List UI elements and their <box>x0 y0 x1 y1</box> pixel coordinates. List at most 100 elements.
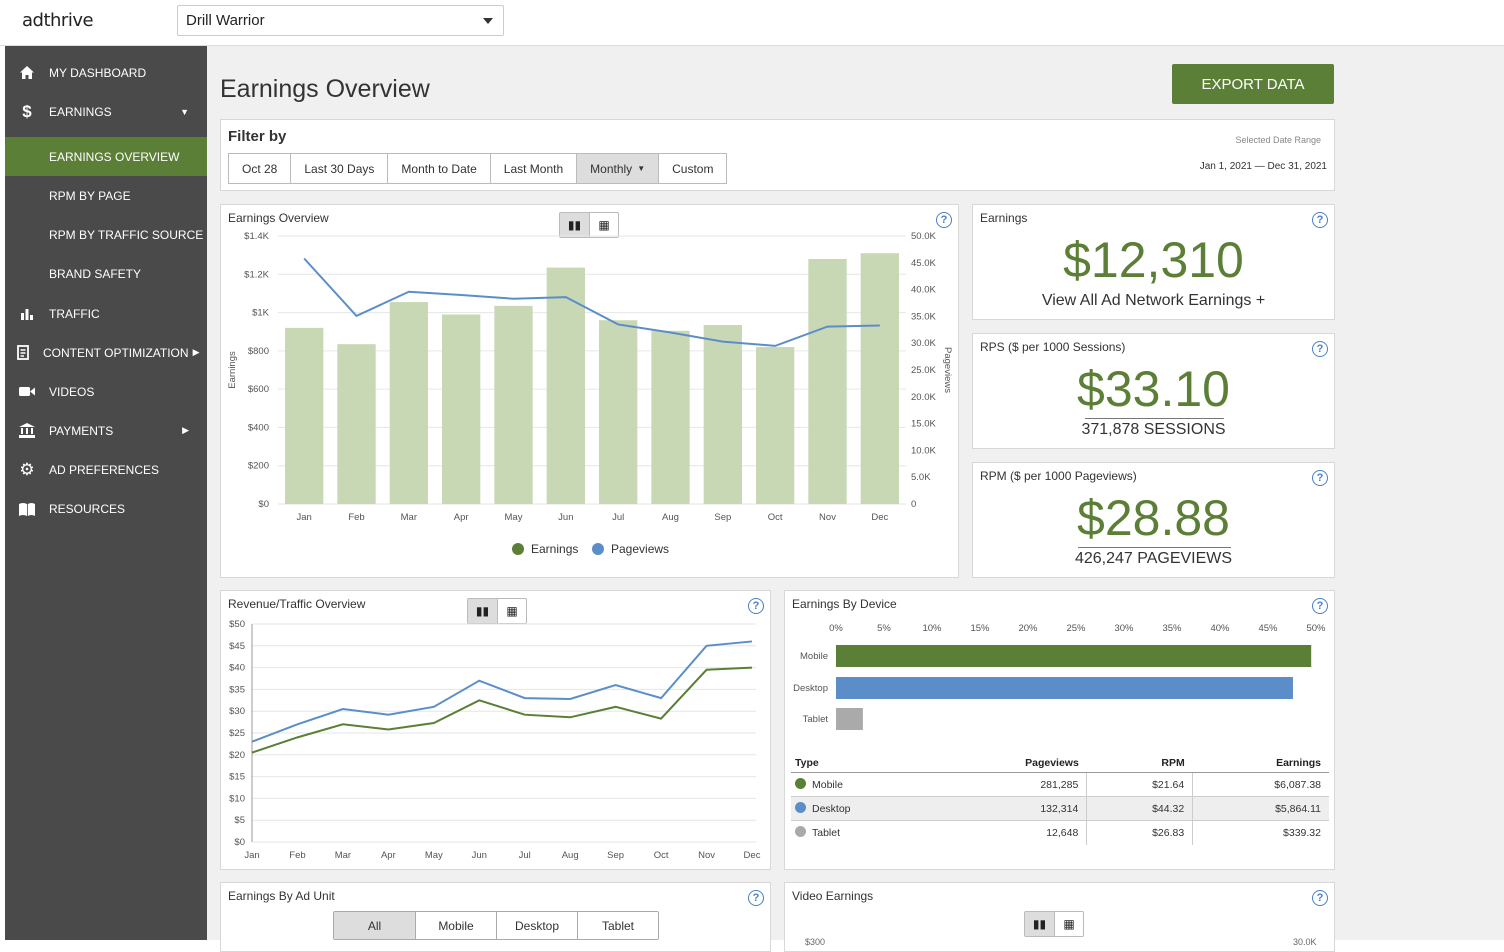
caret-right-icon: ▶ <box>182 425 189 435</box>
sidebar-item-traffic[interactable]: TRAFFIC <box>5 294 207 333</box>
sidebar-item-label: RESOURCES <box>49 501 126 516</box>
tab-all[interactable]: All <box>334 912 415 939</box>
x-tick-label: Aug <box>662 512 679 523</box>
revenue-traffic-chart: $0 $5 $10 $15 $20 $25 $30 $35 $40 $45 $50 Jan Feb Mar… <box>229 619 761 861</box>
sidebar-item-brand-safety[interactable]: BRAND SAFETY <box>5 254 207 293</box>
device-rpm: $44.32 <box>1086 796 1193 821</box>
card-title: Earnings By Ad Unit <box>228 889 335 903</box>
help-icon[interactable]: ? <box>1312 890 1328 906</box>
legend-earnings-label: Earnings <box>531 542 578 556</box>
table-view-icon[interactable]: ▦ <box>589 213 618 237</box>
sidebar-item-content-optimization[interactable]: CONTENT OPTIMIZATION ▶ <box>5 333 207 372</box>
book-icon <box>5 502 49 516</box>
sidebar-item-label: RPM BY PAGE <box>49 188 131 203</box>
y-tick-label: $1.2K <box>244 269 269 280</box>
sidebar-item-rpm-by-traffic-source[interactable]: RPM BY TRAFFIC SOURCE <box>5 215 207 254</box>
help-icon[interactable]: ? <box>748 598 764 614</box>
x-tick-label: 20% <box>1018 623 1038 634</box>
filter-title: Filter by <box>228 128 287 145</box>
sidebar-item-earnings[interactable]: $ EARNINGS ▼ <box>5 92 207 131</box>
filter-monthly-dropdown[interactable]: Monthly ▼ <box>576 153 660 184</box>
bank-icon <box>5 423 49 438</box>
sidebar-item-payments[interactable]: PAYMENTS ▶ <box>5 411 207 450</box>
y2-axis-label: Pageviews <box>942 347 953 393</box>
sidebar-item-label: MY DASHBOARD <box>49 65 147 80</box>
earnings-bar <box>703 325 742 504</box>
help-icon[interactable]: ? <box>1312 470 1328 486</box>
device-type: Desktop <box>812 803 851 815</box>
filter-last-30-days-button[interactable]: Last 30 Days <box>290 153 389 184</box>
video-earnings-card: Video Earnings ? ▮▮ ▦ $300 30.0K <box>784 882 1335 952</box>
rpm-card-title: RPM ($ per 1000 Pageviews) <box>980 469 1137 483</box>
legend-pageviews-label: Pageviews <box>611 542 669 556</box>
y-tick-label: $800 <box>248 346 269 357</box>
device-pageviews: 281,285 <box>936 772 1087 797</box>
tab-desktop[interactable]: Desktop <box>496 912 577 939</box>
earnings-bar <box>389 302 428 504</box>
sidebar-item-resources[interactable]: RESOURCES <box>5 489 207 528</box>
tab-mobile[interactable]: Mobile <box>415 912 496 939</box>
chart-view-toggle: ▮▮ ▦ <box>1024 911 1084 937</box>
filter-oct28-button[interactable]: Oct 28 <box>228 153 292 184</box>
bar-chart-icon <box>5 308 49 320</box>
table-view-icon[interactable]: ▦ <box>497 599 526 623</box>
ad-unit-tabs: All Mobile Desktop Tablet <box>333 911 659 940</box>
y-tick-label: $400 <box>248 422 269 433</box>
help-icon[interactable]: ? <box>1312 598 1328 614</box>
sidebar-item-my-dashboard[interactable]: MY DASHBOARD <box>5 53 207 92</box>
filter-monthly-label: Monthly <box>590 161 633 176</box>
earnings-by-ad-unit-card: Earnings By Ad Unit ? All Mobile Desktop… <box>220 882 771 952</box>
bar-chart-view-icon[interactable]: ▮▮ <box>560 213 589 237</box>
sidebar-item-rpm-by-page[interactable]: RPM BY PAGE <box>5 176 207 215</box>
table-view-icon[interactable]: ▦ <box>1054 912 1083 936</box>
x-tick-label: Apr <box>381 850 396 861</box>
y2-tick-label: 20.0K <box>911 392 936 403</box>
tab-tablet[interactable]: Tablet <box>577 912 658 939</box>
rpm-line <box>251 666 753 754</box>
bar-chart-view-icon[interactable]: ▮▮ <box>468 599 497 623</box>
site-select[interactable]: Drill Warrior <box>177 5 504 36</box>
x-tick-label: Oct <box>654 850 669 861</box>
y-tick-label: $40 <box>229 663 245 674</box>
document-icon <box>5 345 43 360</box>
x-tick-label: Apr <box>454 512 469 523</box>
help-icon[interactable]: ? <box>936 212 952 228</box>
y-tick-label: $25 <box>229 728 245 739</box>
help-icon[interactable]: ? <box>1312 341 1328 357</box>
y2-tick-label: 15.0K <box>911 419 936 430</box>
y-tick-label: $0 <box>234 837 245 848</box>
bar-chart-view-icon[interactable]: ▮▮ <box>1025 912 1054 936</box>
y-tick-label: $45 <box>229 641 245 652</box>
view-all-earnings-link[interactable]: View All Ad Network Earnings + <box>1041 292 1266 309</box>
help-icon[interactable]: ? <box>748 890 764 906</box>
sidebar-item-ad-preferences[interactable]: ⚙ AD PREFERENCES <box>5 450 207 489</box>
filter-month-to-date-button[interactable]: Month to Date <box>387 153 491 184</box>
sidebar-item-label: CONTENT OPTIMIZATION <box>43 345 189 360</box>
help-icon[interactable]: ? <box>1312 212 1328 228</box>
sidebar-item-videos[interactable]: VIDEOS <box>5 372 207 411</box>
sidebar-item-earnings-overview[interactable]: EARNINGS OVERVIEW <box>5 137 207 176</box>
x-tick-label: Sep <box>607 850 624 861</box>
device-rpm: $26.83 <box>1086 820 1193 845</box>
x-tick-label: Jun <box>472 850 487 861</box>
sidebar-item-label: EARNINGS OVERVIEW <box>49 149 180 164</box>
chart-title: Earnings By Device <box>792 597 897 611</box>
logo[interactable]: adthrive <box>22 10 94 31</box>
x-tick-label: Nov <box>819 512 836 523</box>
mobile-color-dot <box>795 778 806 789</box>
y-tick-label: $30 <box>229 706 245 717</box>
x-tick-label: May <box>505 512 523 523</box>
chart-title: Revenue/Traffic Overview <box>228 597 366 611</box>
export-data-button[interactable]: EXPORT DATA <box>1172 64 1334 104</box>
rps-value: $33.10 <box>1077 361 1230 417</box>
table-header: Earnings <box>1192 754 1329 773</box>
chevron-down-icon <box>483 18 493 24</box>
date-range-label: Selected Date Range <box>1235 135 1321 145</box>
y-tick-label: $10 <box>229 793 245 804</box>
table-row: Tablet 12,648 $26.83 $339.32 <box>791 820 1329 845</box>
earnings-summary-card: Earnings ? $12,310 View All Ad Network E… <box>972 204 1335 320</box>
desktop-color-dot <box>795 802 806 813</box>
earnings-bar <box>756 347 795 504</box>
filter-last-month-button[interactable]: Last Month <box>489 153 578 184</box>
filter-custom-button[interactable]: Custom <box>658 153 728 184</box>
